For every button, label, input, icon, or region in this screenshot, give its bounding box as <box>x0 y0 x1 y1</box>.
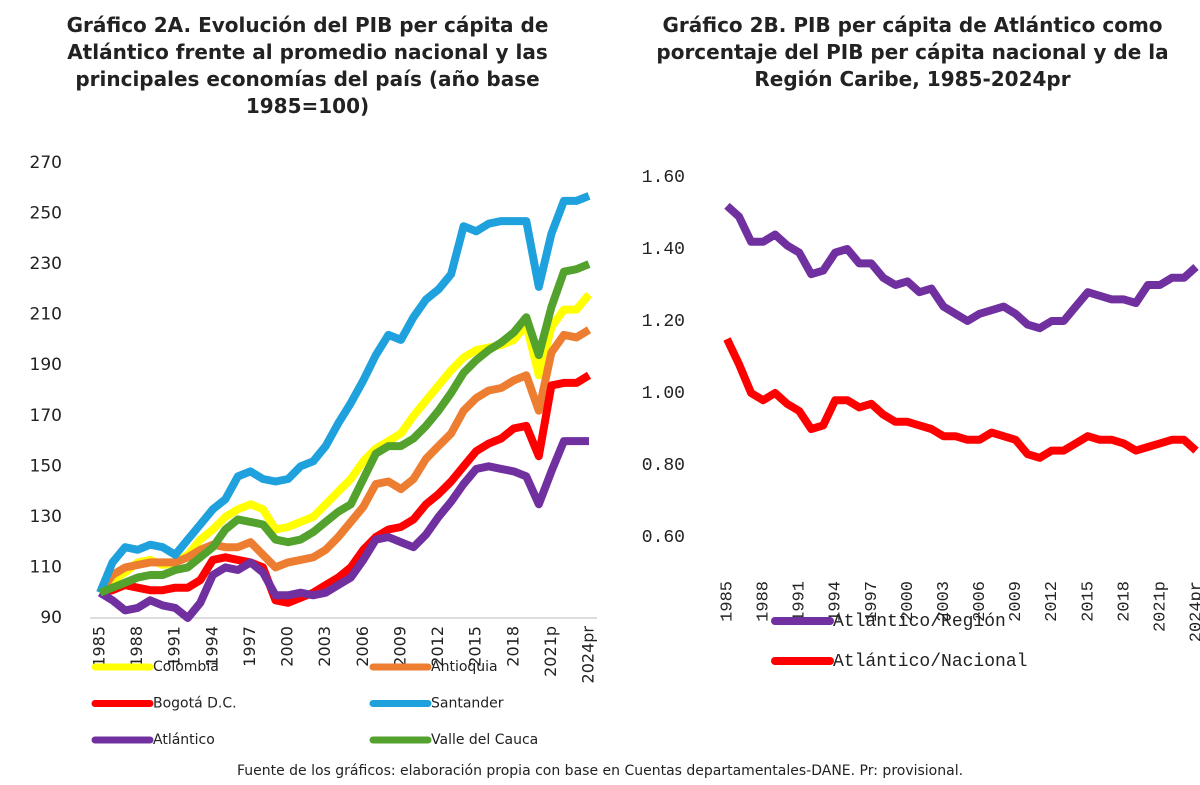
x-tick-label: 2024pr <box>579 626 598 684</box>
chart-title: Gráfico 2B. PIB per cápita de Atlántico … <box>656 13 1169 91</box>
y-tick-label: 1.40 <box>642 240 685 260</box>
legend-label: Bogotá D.C. <box>153 696 237 712</box>
x-tick-label: 2018 <box>503 626 522 667</box>
y-tick-label: 130 <box>30 507 62 527</box>
x-tick-label: 2000 <box>278 626 297 667</box>
x-tick-label: 1997 <box>240 626 259 667</box>
series-line <box>723 337 1199 462</box>
y-tick-label: 190 <box>30 355 62 375</box>
legend-label: Atlántico/Nacional <box>833 652 1027 672</box>
y-tick-label: 0.80 <box>642 456 685 476</box>
x-tick-label: 2009 <box>1007 581 1026 622</box>
x-tick-label: 2021p <box>541 626 560 677</box>
legend-label: Atlántico/Región <box>833 612 1006 632</box>
x-tick-label: 1997 <box>863 581 882 622</box>
series-line <box>97 291 593 596</box>
legend-label: Valle del Cauca <box>431 732 538 748</box>
series-line <box>99 371 592 607</box>
y-tick-label: 0.60 <box>642 528 685 548</box>
series-line <box>724 202 1199 333</box>
y-tick-label: 270 <box>30 153 62 173</box>
x-tick-label: 2024pr <box>1187 581 1200 642</box>
y-tick-label: 150 <box>30 456 62 476</box>
chart-title: Gráfico 2A. Evolución del PIB per cápita… <box>66 13 549 118</box>
x-tick-label: 2006 <box>353 626 372 667</box>
x-tick-label: 1991 <box>791 581 810 622</box>
series-line <box>97 437 589 622</box>
series-line <box>96 326 592 596</box>
legend-label: Antioquia <box>431 659 498 675</box>
legend-label: Atlántico <box>153 732 215 748</box>
y-tick-label: 110 <box>30 557 62 577</box>
y-tick-label: 170 <box>30 406 62 426</box>
y-tick-label: 1.00 <box>642 384 685 404</box>
x-tick-label: 2009 <box>390 626 409 667</box>
x-tick-label: 2006 <box>971 581 990 622</box>
x-tick-label: 1991 <box>165 626 184 667</box>
x-tick-label: 2003 <box>935 581 954 622</box>
y-tick-label: 90 <box>40 608 62 628</box>
x-tick-label: 2021p <box>1151 581 1170 632</box>
x-tick-label: 1988 <box>755 581 774 622</box>
x-tick-label: 1985 <box>718 581 737 622</box>
source-note: Fuente de los gráficos: elaboración prop… <box>236 763 964 779</box>
x-tick-label: 1985 <box>90 626 109 667</box>
y-tick-label: 250 <box>30 204 62 224</box>
x-tick-label: 2012 <box>1043 581 1062 622</box>
x-tick-label: 1994 <box>202 626 221 667</box>
x-tick-label: 1994 <box>827 581 846 622</box>
x-tick-label: 2003 <box>315 626 334 667</box>
y-tick-label: 1.60 <box>642 168 685 188</box>
y-tick-label: 210 <box>30 305 62 325</box>
series-line <box>98 260 591 597</box>
y-tick-label: 230 <box>30 254 62 274</box>
x-tick-label: 2015 <box>1079 581 1098 622</box>
x-tick-label: 2018 <box>1115 581 1134 622</box>
x-tick-label: 2000 <box>899 581 918 622</box>
series-line <box>96 192 591 595</box>
y-tick-label: 1.20 <box>642 312 685 332</box>
x-tick-label: 2012 <box>428 626 447 667</box>
x-tick-label: 2015 <box>466 626 485 667</box>
legend-label: Colombia <box>153 659 219 675</box>
legend-label: Santander <box>431 696 504 712</box>
x-tick-label: 1988 <box>127 626 146 667</box>
